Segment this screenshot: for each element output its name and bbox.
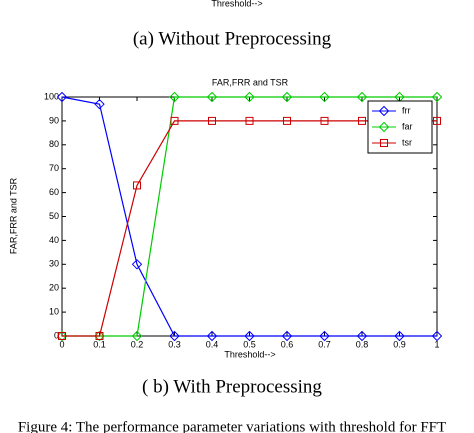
data-point (319, 330, 330, 342)
x-tick-label: 0 (59, 339, 64, 349)
legend-marker (378, 105, 390, 117)
data-point (131, 330, 143, 342)
data-point (281, 91, 293, 103)
data-point (169, 91, 180, 103)
x-tick-label: 0.3 (168, 339, 181, 349)
legend-marker (380, 139, 388, 147)
x-tick-label: 0.4 (206, 339, 219, 349)
caption-a: (a) Without Preprocessing (133, 28, 332, 49)
data-point (319, 91, 330, 103)
header-fragment: Threshold--> (211, 0, 262, 8)
y-axis-label: FAR,FRR and TSR (8, 177, 18, 254)
data-point (133, 181, 141, 190)
data-point (131, 259, 143, 270)
x-tick-label: 0.2 (131, 339, 144, 349)
data-point (58, 332, 66, 340)
x-tick-label: 0.8 (356, 339, 369, 349)
data-point (431, 330, 443, 342)
data-point (169, 330, 180, 342)
data-point (206, 330, 218, 342)
x-tick-label: 0.5 (243, 339, 256, 349)
data-point (281, 330, 293, 342)
y-tick-label: 40 (49, 235, 59, 245)
y-tick-label: 90 (49, 115, 59, 125)
data-point (433, 116, 441, 125)
y-tick-label: 30 (49, 259, 59, 269)
x-tick-label: 0.7 (318, 339, 331, 349)
data-point (283, 116, 291, 125)
legend-label: tsr (402, 137, 412, 147)
x-tick-label: 0.1 (93, 339, 106, 349)
data-point (356, 330, 368, 342)
data-point (245, 116, 254, 125)
series-line (61, 96, 437, 337)
data-point (358, 116, 366, 125)
x-axis-label: Threshold--> (224, 349, 275, 359)
data-point (244, 330, 255, 342)
legend-label: far (402, 121, 413, 131)
y-tick-label: 20 (49, 283, 59, 293)
x-tick-label: 0.9 (393, 339, 406, 349)
data-point (56, 91, 68, 103)
y-tick-label: 10 (49, 306, 59, 316)
y-tick-label: 100 (44, 91, 59, 101)
y-tick-label: 80 (49, 139, 59, 149)
data-point (95, 332, 104, 340)
data-point (320, 116, 329, 125)
data-point (208, 116, 216, 125)
legend-marker (378, 121, 390, 133)
data-point (356, 91, 368, 103)
series-line (62, 96, 437, 337)
y-tick-label: 60 (49, 187, 59, 197)
x-tick-label: 1 (434, 339, 439, 349)
caption-b: ( b) With Preprocessing (142, 376, 322, 397)
y-tick-label: 0 (54, 330, 59, 340)
data-point (394, 330, 405, 342)
legend-label: frr (402, 105, 411, 115)
data-point (244, 91, 255, 103)
y-tick-label: 70 (49, 163, 59, 173)
data-point (94, 98, 105, 110)
data-point (431, 91, 443, 103)
data-point (170, 116, 179, 125)
y-tick-label: 50 (49, 211, 59, 221)
footer-fragment: Figure 4: The performance parameter vari… (18, 419, 446, 433)
chart-title: FAR,FRR and TSR (212, 77, 289, 87)
x-tick-label: 0.6 (281, 339, 294, 349)
data-point (206, 91, 218, 103)
